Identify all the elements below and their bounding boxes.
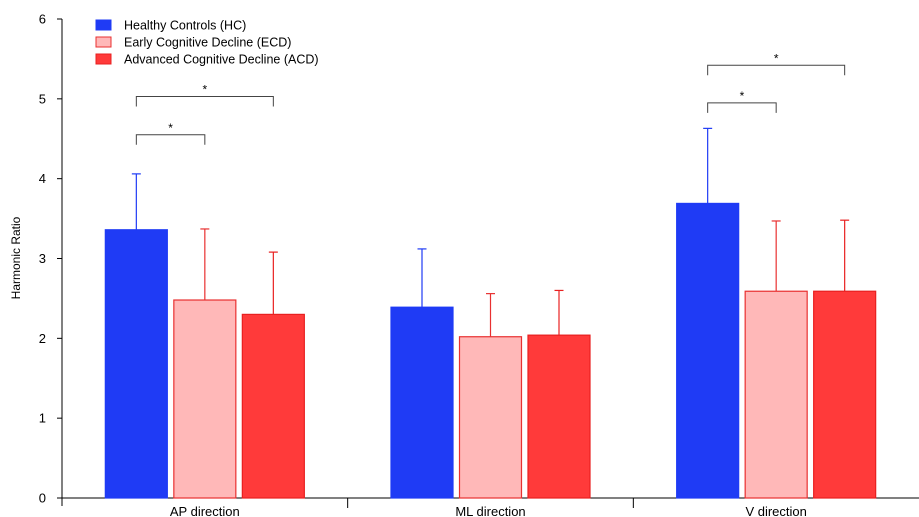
significance-label: *	[202, 82, 207, 96]
significance-bracket	[707, 102, 777, 113]
bar	[458, 336, 523, 499]
y-tick-label: 0	[39, 491, 46, 506]
bar	[241, 313, 305, 499]
bars-layer	[104, 202, 877, 499]
significance-label: *	[774, 51, 779, 65]
y-axis-title: Harmonic Ratio	[9, 216, 23, 299]
significance-label: *	[740, 89, 745, 103]
y-tick-label: 5	[39, 91, 46, 106]
error-bars-layer	[131, 127, 850, 337]
significance-bracket	[135, 134, 206, 145]
y-tick-label: 1	[39, 411, 46, 426]
legend: Healthy Controls (HC) Early Cognitive Dec…	[95, 19, 319, 67]
legend-label: Advanced Cognitive Decline (ACD)	[124, 53, 319, 67]
significance-bracket	[707, 64, 846, 76]
significance-layer: * * * *	[135, 51, 846, 145]
y-tick-label: 6	[39, 12, 46, 27]
bar	[813, 290, 877, 499]
significance-label: *	[168, 121, 173, 135]
bar	[173, 299, 237, 499]
category-label: V direction	[745, 504, 806, 517]
bar	[676, 202, 740, 499]
legend-swatch	[95, 53, 112, 65]
category-label: ML direction	[455, 504, 525, 517]
bar	[744, 290, 808, 499]
legend-swatch	[95, 36, 112, 48]
legend-swatch	[95, 19, 112, 31]
significance-bracket	[135, 95, 274, 107]
y-tick-label: 3	[39, 251, 46, 266]
legend-label: Healthy Controls (HC)	[124, 19, 246, 33]
bar	[527, 334, 591, 499]
y-tick-label: 4	[39, 171, 46, 186]
bar	[104, 229, 168, 499]
category-label: AP direction	[170, 504, 240, 517]
bar	[390, 306, 454, 499]
y-tick-label: 2	[39, 331, 46, 346]
legend-label: Early Cognitive Decline (ECD)	[124, 36, 291, 50]
